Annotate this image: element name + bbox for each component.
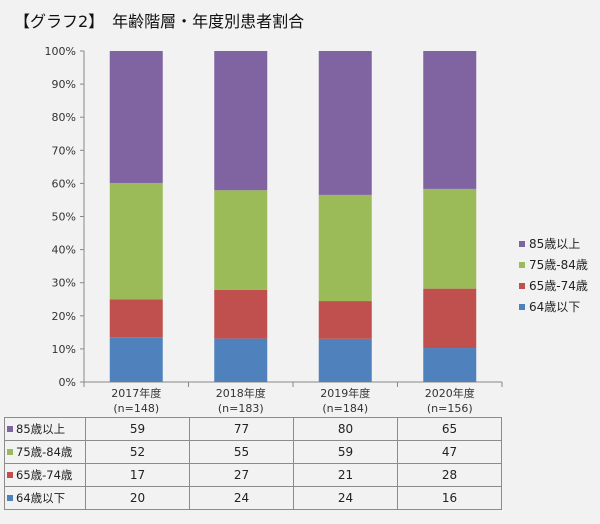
legend-swatch: [519, 282, 525, 289]
table-series-name: 64歳以下: [16, 491, 66, 505]
x-category-count: (n=183): [218, 402, 264, 415]
bar-segment: [109, 299, 163, 338]
y-tick-label: 50%: [52, 211, 76, 224]
table-row-header: 85歳以上: [4, 417, 86, 441]
legend-swatch: [519, 303, 525, 310]
bar-segment: [423, 51, 477, 189]
table-cell: 27: [189, 463, 294, 487]
table-cell: 21: [293, 463, 398, 487]
table-swatch: [7, 494, 13, 501]
table-row-header: 65歳-74歳: [4, 463, 86, 487]
y-tick-label: 20%: [52, 310, 76, 323]
legend-swatch: [519, 240, 525, 247]
x-category-label: 2020年度: [425, 386, 475, 400]
table-cell: 59: [293, 440, 398, 464]
table-swatch: [7, 471, 13, 478]
bar-segment: [423, 188, 477, 289]
table-cell: 28: [397, 463, 502, 487]
bar-segment: [109, 182, 163, 300]
table-cell: 80: [293, 417, 398, 441]
data-table: 85歳以上 59 77 80 65 75歳-84歳 52 55 59 47 65歳-74歳 17 27 2…: [4, 417, 502, 510]
table-series-name: 65歳-74歳: [16, 468, 73, 482]
table-cell: 47: [397, 440, 502, 464]
bar-segment: [214, 289, 268, 339]
y-tick-label: 30%: [52, 277, 76, 290]
bar-segment: [214, 51, 268, 191]
table-row: 85歳以上 59 77 80 65: [4, 417, 502, 441]
y-tick-label: 40%: [52, 244, 76, 257]
table-row: 65歳-74歳 17 27 21 28: [4, 463, 502, 487]
table-row: 75歳-84歳 52 55 59 47: [4, 440, 502, 464]
table-series-name: 75歳-84歳: [16, 445, 73, 459]
bar-segment: [318, 301, 372, 339]
table-cell: 59: [85, 417, 190, 441]
table-swatch: [7, 425, 13, 432]
table-cell: 20: [85, 486, 190, 510]
x-category-label: 2017年度: [111, 386, 161, 400]
legend-label: 85歳以上: [529, 237, 581, 251]
bar-segment: [423, 288, 477, 349]
table-cell: 77: [189, 417, 294, 441]
legend-swatch: [519, 261, 525, 268]
bar-segment: [214, 190, 268, 290]
table-row: 64歳以下 20 24 24 16: [4, 486, 502, 510]
bar-segment: [318, 194, 372, 302]
table-cell: 24: [293, 486, 398, 510]
x-category-count: (n=184): [322, 402, 368, 415]
table-series-name: 85歳以上: [16, 422, 66, 436]
y-tick-label: 60%: [52, 177, 76, 190]
bar-segment: [423, 348, 477, 382]
y-tick-label: 90%: [52, 78, 76, 91]
chart-title: 【グラフ2】 年齢階層・年度別患者割合: [14, 12, 305, 31]
bar-segment: [318, 51, 372, 195]
legend-item: 75歳-84歳: [519, 256, 588, 273]
table-row-header: 64歳以下: [4, 486, 86, 510]
y-tick-label: 70%: [52, 144, 76, 157]
table-cell: 65: [397, 417, 502, 441]
y-tick-label: 100%: [45, 45, 76, 58]
x-category-label: 2018年度: [216, 386, 266, 400]
table-swatch: [7, 448, 13, 455]
bar-segment: [214, 338, 268, 382]
y-tick-label: 80%: [52, 111, 76, 124]
legend-item: 85歳以上: [519, 235, 580, 252]
x-category-count: (n=156): [427, 402, 473, 415]
x-category-label: 2019年度: [320, 386, 370, 400]
table-cell: 24: [189, 486, 294, 510]
legend-label: 64歳以下: [529, 300, 581, 314]
y-tick-label: 0%: [59, 376, 76, 389]
stacked-bar-chart: 0% 10% 20% 30% 40% 50% 60% 70% 80% 90% 100% 2017年度 (…: [45, 45, 503, 415]
table-cell: 55: [189, 440, 294, 464]
x-category-count: (n=148): [113, 402, 159, 415]
table-cell: 52: [85, 440, 190, 464]
bar-segment: [318, 338, 372, 382]
table-cell: 17: [85, 463, 190, 487]
legend-label: 65歳-74歳: [529, 279, 588, 293]
legend-item: 64歳以下: [519, 298, 580, 315]
legend-label: 75歳-84歳: [529, 258, 588, 272]
bar-segment: [109, 337, 163, 382]
y-tick-label: 10%: [52, 343, 76, 356]
table-row-header: 75歳-84歳: [4, 440, 86, 464]
bar-segment: [109, 51, 163, 183]
table-cell: 16: [397, 486, 502, 510]
legend-item: 65歳-74歳: [519, 277, 588, 294]
